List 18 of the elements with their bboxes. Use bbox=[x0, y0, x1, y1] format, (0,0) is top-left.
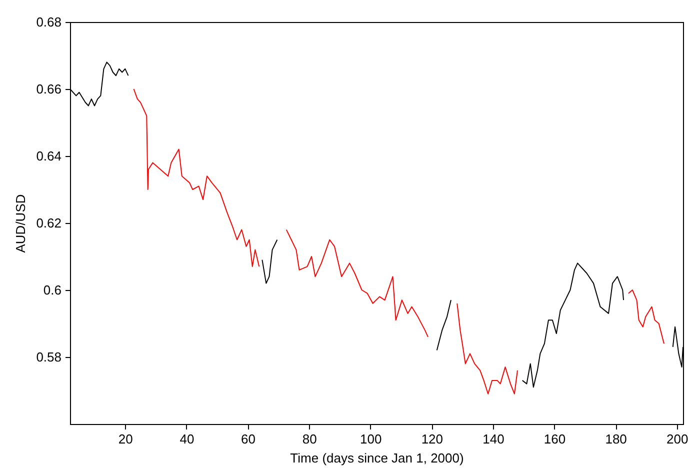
x-axis-title: Time (days since Jan 1, 2000) bbox=[290, 450, 464, 466]
x-tick-label: 100 bbox=[360, 432, 382, 446]
y-tick-label: 0.58 bbox=[36, 350, 62, 364]
x-tick-label: 40 bbox=[180, 432, 194, 446]
y-tick-label: 0.64 bbox=[36, 148, 62, 164]
x-tick-label: 20 bbox=[118, 432, 133, 446]
x-tick-label: 180 bbox=[605, 432, 627, 446]
x-tick-label: 80 bbox=[302, 432, 317, 446]
x-tick-label: 60 bbox=[241, 432, 256, 446]
y-tick-label: 0.66 bbox=[36, 82, 62, 96]
x-tick-label: 140 bbox=[482, 432, 504, 446]
y-tick-label: 0.62 bbox=[36, 216, 62, 230]
x-tick-label: 160 bbox=[544, 432, 566, 446]
y-tick-label: 0.68 bbox=[36, 14, 62, 30]
x-tick-label: 200 bbox=[666, 432, 688, 446]
x-tick-label: 120 bbox=[421, 432, 444, 446]
y-axis-title: AUD/USD bbox=[13, 194, 28, 253]
y-tick-label: 0.6 bbox=[43, 282, 62, 298]
